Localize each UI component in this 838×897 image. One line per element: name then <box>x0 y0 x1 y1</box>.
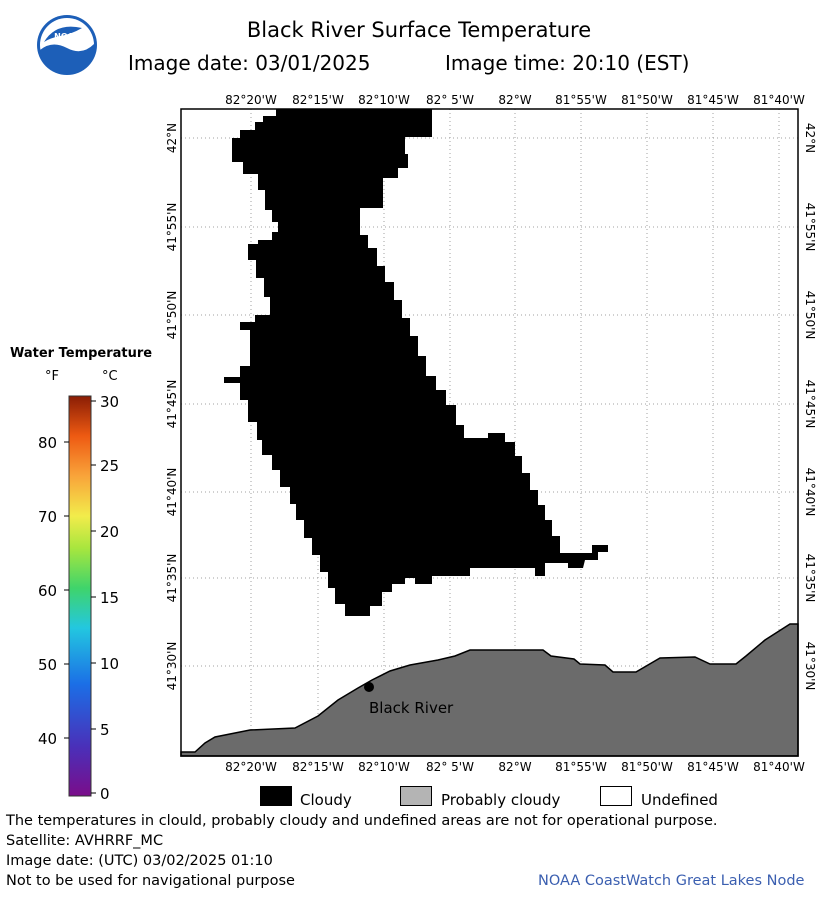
scale-c-label: 15 <box>100 589 119 607</box>
right-latitude-labels: 42°N 41°55'N 41°50'N 41°45'N 41°40'N 41°… <box>803 123 817 691</box>
left-lat-label: 41°45'N <box>165 380 179 429</box>
scale-c-label: 10 <box>100 655 119 673</box>
image-date-label: Image date: 03/01/2025 <box>128 51 371 75</box>
top-lon-label: 81°45'W <box>687 93 739 107</box>
scale-c-label: 20 <box>100 523 119 541</box>
top-lon-label: 81°55'W <box>555 93 607 107</box>
scale-ticks <box>64 400 96 794</box>
left-lat-label: 42°N <box>165 123 179 153</box>
location-marker <box>364 682 374 692</box>
left-lat-label: 41°30'N <box>165 642 179 691</box>
bottom-lon-label: 82°10'W <box>358 760 410 774</box>
scale-c-label: 30 <box>100 393 119 411</box>
top-lon-label: 82°10'W <box>358 93 410 107</box>
left-latitude-labels: 42°N 41°55'N 41°50'N 41°45'N 41°40'N 41°… <box>165 123 179 691</box>
cloudy-swatch <box>260 786 292 806</box>
probably-cloudy-swatch <box>400 786 432 806</box>
unit-fahrenheit: °F <box>45 369 59 384</box>
disclaimer-text: The temperatures in clould, probably clo… <box>6 813 718 829</box>
location-label: Black River <box>369 699 454 717</box>
bottom-lon-label: 81°55'W <box>555 760 607 774</box>
page-title: Black River Surface Temperature <box>246 18 592 42</box>
credit-text: NOAA CoastWatch Great Lakes Node <box>538 873 805 889</box>
left-lat-label: 41°55'N <box>165 203 179 252</box>
scale-f-label: 70 <box>38 508 57 526</box>
top-lon-label: 82° 5'W <box>426 93 474 107</box>
top-lon-label: 82°W <box>498 93 531 107</box>
left-lat-label: 41°50'N <box>165 291 179 340</box>
right-lat-label: 41°35'N <box>803 554 817 603</box>
undefined-swatch <box>600 786 632 806</box>
unit-celsius: °C <box>102 369 118 384</box>
cloud-mask <box>224 109 608 616</box>
bottom-lon-label: 82°W <box>498 760 531 774</box>
left-lat-label: 41°35'N <box>165 554 179 603</box>
bottom-lon-label: 82° 5'W <box>426 760 474 774</box>
scale-title: Water Temperature <box>10 346 153 361</box>
cloudy-label: Cloudy <box>300 791 352 809</box>
image-time-label: Image time: 20:10 (EST) <box>445 51 690 75</box>
bottom-lon-label: 82°20'W <box>225 760 277 774</box>
bottom-lon-label: 81°40'W <box>753 760 805 774</box>
left-lat-label: 41°40'N <box>165 468 179 517</box>
scale-c-label: 0 <box>100 785 110 803</box>
bottom-lon-label: 81°50'W <box>621 760 673 774</box>
scale-f-label: 80 <box>38 434 57 452</box>
undefined-label: Undefined <box>641 791 718 809</box>
bottom-lon-label: 81°45'W <box>687 760 739 774</box>
top-lon-label: 81°50'W <box>621 93 673 107</box>
utc-date-text: Image date: (UTC) 03/02/2025 01:10 <box>6 853 273 869</box>
logo-text: NOAA <box>54 32 80 41</box>
scale-f-label: 50 <box>38 656 57 674</box>
right-lat-label: 41°55'N <box>803 203 817 252</box>
right-lat-label: 41°40'N <box>803 468 817 517</box>
map-border <box>180 108 799 757</box>
top-lon-label: 81°40'W <box>753 93 805 107</box>
bottom-longitude-labels: 82°20'W 82°15'W 82°10'W 82° 5'W 82°W 81°… <box>225 760 805 774</box>
scale-c-label: 25 <box>100 457 119 475</box>
top-lon-label: 82°20'W <box>225 93 277 107</box>
satellite-text: Satellite: AVHRRF_MC <box>6 833 164 849</box>
noaa-logo: NOAA <box>37 15 97 75</box>
scale-c-label: 5 <box>100 721 110 739</box>
right-lat-label: 42°N <box>803 123 817 153</box>
scale-labels: 80 70 60 50 40 30 25 20 15 10 5 0 <box>38 393 119 803</box>
right-lat-label: 41°30'N <box>803 642 817 691</box>
top-lon-label: 82°15'W <box>292 93 344 107</box>
top-longitude-labels: 82°20'W 82°15'W 82°10'W 82° 5'W 82°W 81°… <box>225 93 805 107</box>
probably-cloudy-label: Probably cloudy <box>441 791 561 809</box>
navigation-warning: Not to be used for navigational purpose <box>6 873 295 889</box>
temperature-color-bar <box>68 395 92 797</box>
right-lat-label: 41°50'N <box>803 291 817 340</box>
bottom-lon-label: 82°15'W <box>292 760 344 774</box>
land-area <box>180 623 799 757</box>
scale-f-label: 40 <box>38 730 57 748</box>
right-lat-label: 41°45'N <box>803 380 817 429</box>
scale-f-label: 60 <box>38 582 57 600</box>
